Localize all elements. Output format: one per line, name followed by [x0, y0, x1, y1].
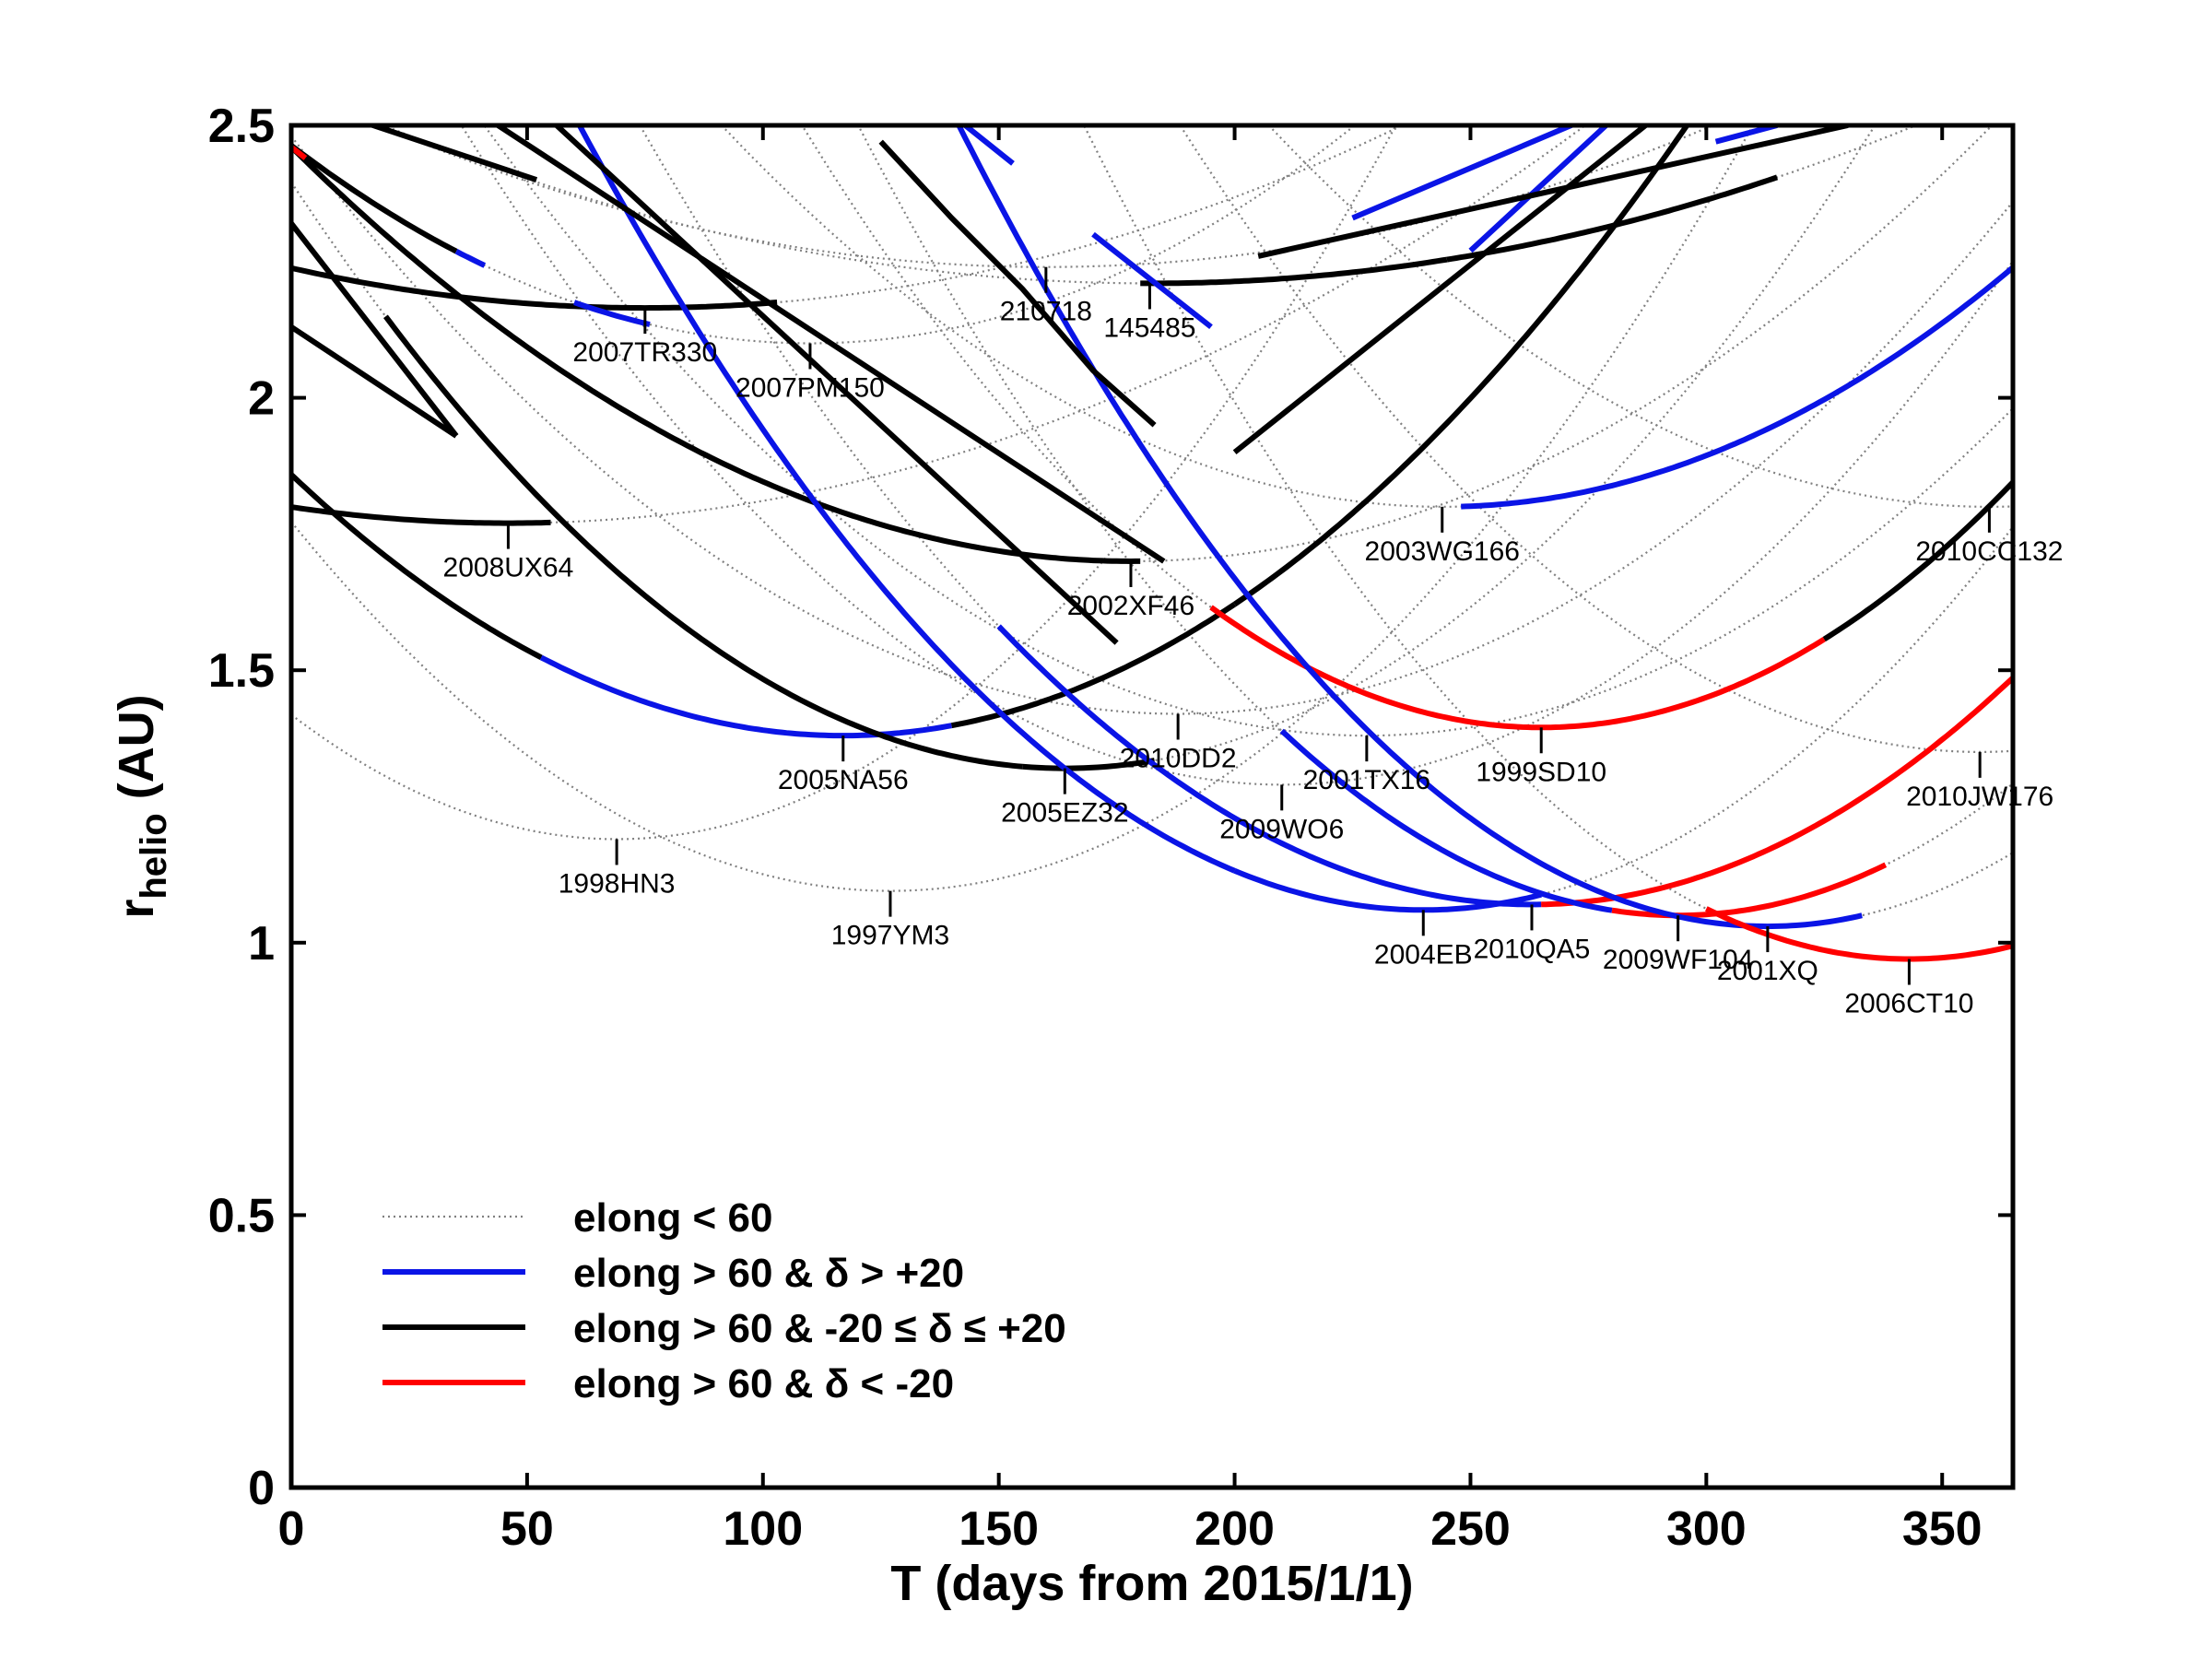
track-2003WG166-0: [1461, 265, 2013, 510]
y-axis-title-unit: (AU): [109, 694, 164, 813]
y-axis-title: rhelio (AU): [109, 694, 174, 918]
extra-track-5: [552, 125, 1119, 645]
x-tick-label-300: 300: [1666, 1502, 1747, 1556]
elong-curve-2007TR330: [291, 125, 1405, 310]
x-axis-title: T (days from 2015/1/1): [890, 1556, 1413, 1611]
y-tick-label-5: 2.5: [208, 100, 275, 153]
object-label-2010CC132: 2010CC132: [1915, 536, 2063, 567]
axis-ticks: 0 50 100 150 200 250 300 350 0 0.5 1 1.5 2 2.5: [208, 100, 2013, 1556]
object-label-1997YM3: 1997YM3: [831, 921, 949, 951]
track-1999SD10-1: [1822, 480, 2013, 642]
object-label-2004EB: 2004EB: [1374, 939, 1473, 970]
track-2009WF104-0: [1279, 728, 1613, 913]
x-tick-label-50: 50: [500, 1502, 554, 1556]
x-tick-label-350: 350: [1902, 1502, 1983, 1556]
track-2007PM150-2: [573, 300, 651, 327]
x-tick-label-250: 250: [1430, 1502, 1511, 1556]
elong-curve-2010QA5: [639, 125, 2013, 906]
object-label-2005NA56: 2005NA56: [778, 765, 909, 795]
extra-track-10: [1351, 125, 1579, 221]
extra-track-0: [291, 145, 308, 160]
object-label-2009WO6: 2009WO6: [1219, 814, 1344, 844]
y-axis-title-sub: helio: [134, 813, 174, 899]
elong-curve-1999SD10: [800, 125, 2013, 729]
elong-curve-1998HN3: [291, 125, 1397, 841]
elong-curve-2001TX16: [483, 125, 2013, 737]
y-tick-label-2: 1: [248, 917, 275, 971]
y-axis-title-main: r: [109, 900, 164, 919]
x-tick-label-150: 150: [959, 1502, 1039, 1556]
track-145485-1: [1446, 174, 1779, 263]
object-label-145485: 145485: [1103, 312, 1195, 343]
y-tick-label-3: 1.5: [208, 644, 275, 698]
object-labels: 2005NA56 1998HN3 1997YM3 2008UX64 2007TR330 2…: [443, 266, 2063, 1019]
object-label-2002XF46: 2002XF46: [1067, 591, 1194, 621]
extra-track-1: [291, 221, 459, 438]
object-label-2007TR330: 2007TR330: [572, 337, 717, 368]
track-2007PM150-1: [454, 249, 487, 268]
legend-label-1: elong > 60 & δ > +20: [573, 1251, 964, 1296]
object-label-2003WG166: 2003WG166: [1365, 536, 1520, 567]
track-2006CT10-0: [1705, 906, 2013, 962]
track-2007TR330-0: [291, 265, 778, 312]
extra-track-4: [492, 125, 1166, 564]
elong-curve-2010DD2: [291, 135, 2013, 715]
extra-track-11: [1468, 125, 1611, 253]
legend-label-2: elong > 60 & -20 ≤ δ ≤ +20: [573, 1306, 1066, 1351]
object-label-2005EZ32: 2005EZ32: [1001, 798, 1128, 829]
elong-curve-2003WG166: [720, 125, 2013, 508]
object-label-1999SD10: 1999SD10: [1476, 757, 1606, 787]
y-tick-label-0: 0: [248, 1462, 275, 1515]
track-2002XF46-0: [291, 145, 1141, 565]
object-label-2010DD2: 2010DD2: [1120, 743, 1237, 773]
plot-frame: [288, 123, 2016, 1490]
series-tracks: [291, 125, 2013, 962]
x-tick-label-0: 0: [278, 1502, 305, 1556]
extra-track-2: [291, 324, 458, 439]
extra-track-8: [1091, 231, 1213, 330]
object-label-2007PM150: 2007PM150: [735, 372, 885, 403]
extra-track-12: [1257, 125, 1849, 259]
object-label-2010JW176: 2010JW176: [1906, 782, 2053, 812]
object-label-2009WF104: 2009WF104: [1603, 945, 1753, 975]
track-2001XQ-0: [955, 125, 1614, 900]
extra-track-7: [960, 125, 1015, 166]
track-2005EZ32-0: [383, 314, 1023, 770]
legend-label-0: elong < 60: [573, 1195, 772, 1241]
y-tick-label-4: 2: [248, 372, 275, 426]
elong-curve-2009WO6: [460, 125, 2013, 786]
extra-track-13: [1714, 125, 1778, 145]
y-tick-label-1: 0.5: [208, 1189, 275, 1242]
elong-curve-210718: [376, 125, 1716, 268]
x-tick-label-100: 100: [723, 1502, 803, 1556]
legend-label-3: elong > 60 & δ < -20: [573, 1361, 954, 1406]
track-2007PM150-0: [291, 143, 458, 254]
x-tick-label-200: 200: [1194, 1502, 1275, 1556]
track-2005EZ32-1: [1022, 758, 1156, 771]
object-label-2001TX16: 2001TX16: [1303, 765, 1430, 795]
object-label-210718: 210718: [1000, 297, 1092, 327]
object-label-2008UX64: 2008UX64: [443, 553, 574, 583]
track-2010QA5-0: [996, 624, 1542, 908]
track-2005NA56-3: [1232, 125, 1690, 607]
elong-curve-2010CC132: [1267, 125, 2013, 508]
extra-track-9: [1232, 125, 1651, 455]
legend: elong < 60 elong > 60 & δ > +20 elong > 60…: [382, 1195, 1066, 1406]
elong-curve-1997YM3: [291, 125, 1755, 892]
track-2009WF104-1: [1611, 862, 1888, 919]
object-label-2001XQ: 2001XQ: [1717, 956, 1818, 986]
elong-curve-2007PM150: [291, 125, 1357, 345]
extra-track-3: [364, 125, 538, 182]
extra-track-6: [878, 139, 1157, 428]
object-label-2010QA5: 2010QA5: [1474, 934, 1591, 964]
track-145485-0: [1140, 256, 1448, 287]
object-label-2006CT10: 2006CT10: [1844, 989, 1973, 1019]
track-2004EB-0: [576, 125, 1236, 874]
object-label-1998HN3: 1998HN3: [559, 868, 676, 899]
